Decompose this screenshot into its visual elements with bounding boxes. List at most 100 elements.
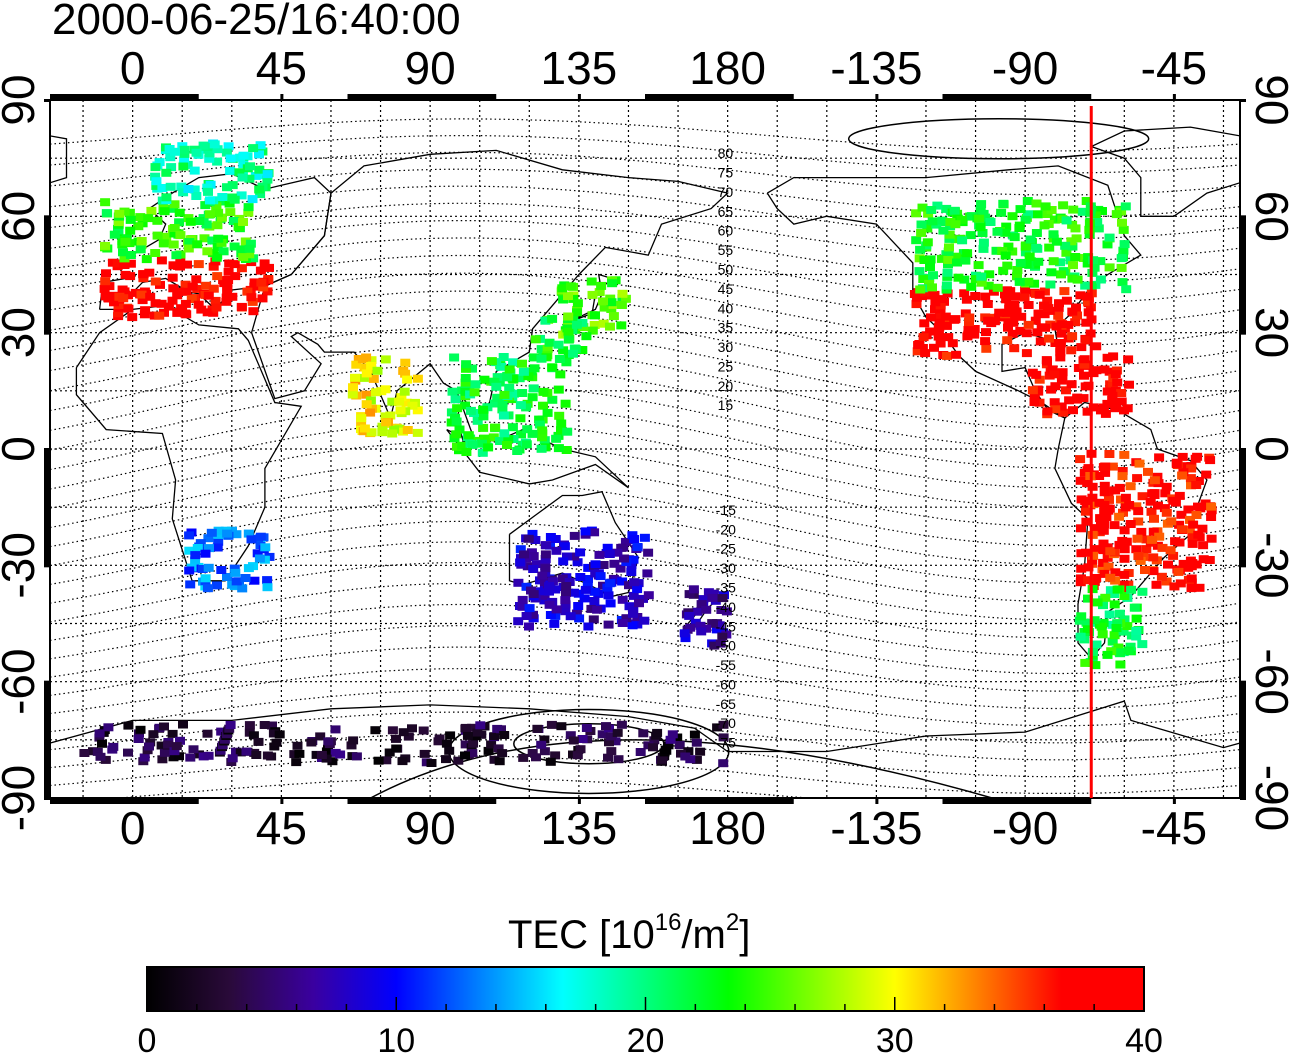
mag-contour [50,326,1240,409]
tec-cell [400,358,411,367]
tec-cell [1103,562,1114,571]
tec-cell [184,238,195,247]
tec-cell [373,756,384,765]
tec-cell [1057,368,1068,377]
tec-cell [118,248,128,257]
tec-cell [381,418,392,427]
tec-cell [1107,637,1118,646]
tec-cell [235,748,246,757]
tec-cell [452,404,463,413]
tec-cell [911,209,922,218]
tec-cell [168,240,179,249]
tec-cell [596,281,607,290]
tec-cell [717,594,728,603]
tec-cell [1159,504,1170,513]
tec-cell [603,591,614,600]
tec-cell [959,275,970,284]
tec-cell [1051,237,1062,246]
tec-cell [213,208,224,217]
tec-cell [590,569,601,578]
tec-cell [565,282,576,291]
tec-cell [246,535,257,544]
tec-cell [515,414,526,423]
contour-label: 70 [718,184,734,200]
tec-cell [588,615,599,624]
tec-cell [1119,526,1130,535]
tec-cell [942,351,952,360]
tec-cell [932,201,943,210]
tec-cell [973,261,984,270]
tec-cell [380,412,391,421]
tec-cell [384,748,395,757]
tec-cell [711,625,722,634]
tec-cell [599,303,610,312]
tec-cell [1020,242,1031,251]
tec-cell [170,147,180,156]
tec-cell [1099,488,1110,497]
tec-cell [79,749,90,757]
tec-cell [911,300,922,309]
contour-label: -15 [716,502,736,518]
tec-cell [1095,514,1106,523]
tec-cell [377,422,388,431]
tec-cell [119,261,130,269]
mag-contour [50,220,1240,283]
tec-cell [642,569,653,578]
tec-cell [936,254,947,263]
tec-cell [1076,343,1087,352]
tec-cell [1029,392,1040,401]
tec-cell [178,162,189,171]
tec-cell [311,750,322,759]
tec-cell [351,360,362,369]
x-tick-label-bottom: 135 [541,802,618,854]
tec-cell [368,374,379,383]
tec-cell [205,210,215,219]
tec-cell [156,256,167,265]
south-pole-arc [370,739,993,798]
tec-cell [179,145,190,154]
tec-cell [1140,566,1150,574]
x-tick-mark-bottom [280,798,284,804]
tec-cell [1137,640,1148,649]
tec-cell [1076,524,1086,533]
tec-cell [605,322,615,331]
tec-cell [1191,511,1202,519]
tec-cell [982,300,993,308]
tec-cell [117,285,128,294]
tec-cell [391,734,401,743]
tec-cell [1000,290,1010,299]
tec-cell [512,447,523,455]
tec-cell [660,745,671,754]
contour-label: 35 [718,320,734,336]
tec-cell [1197,524,1208,533]
tec-cell [148,730,159,739]
x-tick-mark-top [280,94,284,100]
frame-band-bottom [942,798,1092,804]
tec-cell [236,245,247,254]
mag-contour [50,520,1240,603]
tec-cell [513,617,524,626]
tec-cell [978,244,989,253]
tec-cell [518,367,529,376]
tec-cell [490,399,500,408]
tec-cell [942,272,953,281]
tec-cell [1082,407,1093,416]
tec-cell [109,230,120,239]
tec-cell [196,305,207,314]
tec-cell [197,565,208,573]
tec-cell [515,558,526,567]
tec-cell [136,290,147,299]
x-tick-label-bottom: -45 [1141,802,1207,854]
tec-cell [1107,462,1118,471]
tec-cell [1081,318,1092,327]
tec-cell [198,141,209,150]
tec-cell [356,414,367,423]
mag-contour [50,755,1240,794]
tec-cell [575,745,586,754]
tec-cell [268,729,279,738]
tec-cell [193,260,204,269]
mag-contour [50,402,1240,489]
tec-cell [918,333,929,342]
tec-cell [240,574,251,582]
tec-cell [594,288,605,297]
